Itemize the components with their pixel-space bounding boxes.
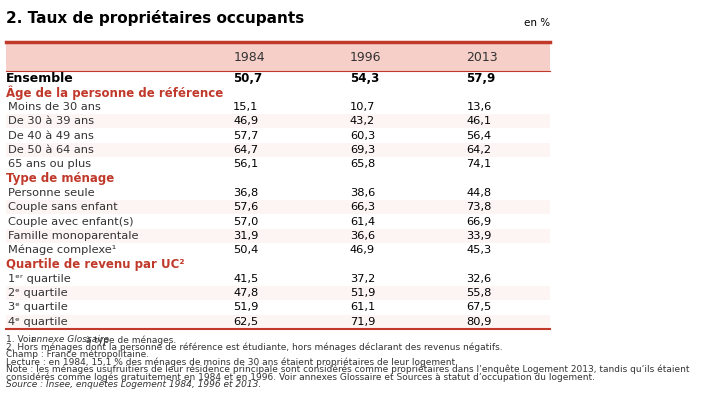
Text: Note : les ménages usufruitiers de leur résidence principale sont considérés com: Note : les ménages usufruitiers de leur … [6,365,689,374]
Text: 67,5: 67,5 [466,303,491,313]
Text: 74,1: 74,1 [466,159,491,169]
Text: en %: en % [524,18,550,28]
Text: 71,9: 71,9 [350,317,375,327]
Text: 54,3: 54,3 [350,72,379,85]
Bar [6,229,550,243]
Bar [6,143,550,157]
Text: 64,7: 64,7 [233,145,259,155]
Text: à type de ménages.: à type de ménages. [83,335,176,345]
Bar [6,272,550,286]
Text: 36,8: 36,8 [233,188,259,198]
Text: 57,6: 57,6 [233,202,259,212]
Bar [6,186,550,200]
Text: 44,8: 44,8 [466,188,491,198]
Text: 55,8: 55,8 [466,288,492,298]
Text: Famille monoparentale: Famille monoparentale [8,231,139,241]
Text: De 30 à 39 ans: De 30 à 39 ans [8,116,95,127]
Text: Âge de la personne de référence: Âge de la personne de référence [6,85,223,100]
Text: Ensemble: Ensemble [6,72,74,85]
Text: 37,2: 37,2 [350,274,375,284]
Text: De 40 à 49 ans: De 40 à 49 ans [8,131,94,141]
Text: 51,9: 51,9 [233,303,259,313]
Text: 65 ans ou plus: 65 ans ou plus [8,159,91,169]
Text: 60,3: 60,3 [350,131,375,141]
Bar [6,71,550,85]
Bar [6,44,550,71]
Text: Couple avec enfant(s): Couple avec enfant(s) [8,217,134,227]
Text: 66,9: 66,9 [466,217,491,227]
Text: 2013: 2013 [466,51,498,64]
Text: Quartile de revenu par UC²: Quartile de revenu par UC² [6,258,184,271]
Text: 46,1: 46,1 [466,116,491,127]
Bar [6,243,550,257]
Bar [6,300,550,315]
Text: 13,6: 13,6 [466,102,491,112]
Bar [6,286,550,300]
Text: Lecture : en 1984, 15,1 % des ménages de moins de 30 ans étaient propriétaires d: Lecture : en 1984, 15,1 % des ménages de… [6,357,458,367]
Text: annexe Glossaire: annexe Glossaire [32,335,109,344]
Text: 41,5: 41,5 [233,274,259,284]
Text: 1ᵉʳ quartile: 1ᵉʳ quartile [8,274,71,284]
Text: 56,1: 56,1 [233,159,259,169]
Text: 1996: 1996 [350,51,381,64]
Text: 1984: 1984 [233,51,265,64]
Text: 2ᵉ quartile: 2ᵉ quartile [8,288,68,298]
Text: 15,1: 15,1 [233,102,259,112]
Text: 57,7: 57,7 [233,131,259,141]
Text: 2. Taux de propriétaires occupants: 2. Taux de propriétaires occupants [6,10,304,26]
Text: Source : Insee, enquêtes Logement 1984, 1996 et 2013.: Source : Insee, enquêtes Logement 1984, … [6,380,261,389]
Text: 62,5: 62,5 [233,317,259,327]
Text: 64,2: 64,2 [466,145,491,155]
Text: 47,8: 47,8 [233,288,259,298]
Text: 43,2: 43,2 [350,116,375,127]
Text: Champ : France métropolitaine.: Champ : France métropolitaine. [6,350,149,360]
Text: 51,9: 51,9 [350,288,375,298]
Text: 50,4: 50,4 [233,245,259,255]
Text: 57,9: 57,9 [466,72,496,85]
Text: 73,8: 73,8 [466,202,492,212]
Text: 10,7: 10,7 [350,102,375,112]
Text: 31,9: 31,9 [233,231,259,241]
Bar [6,100,550,114]
Text: Moins de 30 ans: Moins de 30 ans [8,102,101,112]
Bar [6,200,550,215]
Text: Type de ménage: Type de ménage [6,172,114,185]
Text: 50,7: 50,7 [233,72,262,85]
Text: 46,9: 46,9 [233,116,259,127]
Text: 80,9: 80,9 [466,317,492,327]
Text: 32,6: 32,6 [466,274,491,284]
Bar [6,215,550,229]
Text: 33,9: 33,9 [466,231,492,241]
Text: 57,0: 57,0 [233,217,259,227]
Text: considérés comme logés gratuitement en 1984 et en 1996. Voir annexes Glossaire e: considérés comme logés gratuitement en 1… [6,372,594,382]
Text: 56,4: 56,4 [466,131,491,141]
Text: 65,8: 65,8 [350,159,375,169]
Bar [6,114,550,129]
Bar [6,315,550,329]
Text: Personne seule: Personne seule [8,188,95,198]
Text: 66,3: 66,3 [350,202,375,212]
Text: Couple sans enfant: Couple sans enfant [8,202,118,212]
Text: 38,6: 38,6 [350,188,375,198]
Text: 45,3: 45,3 [466,245,491,255]
Text: 3ᵉ quartile: 3ᵉ quartile [8,303,68,313]
Text: 4ᵉ quartile: 4ᵉ quartile [8,317,68,327]
Text: 61,1: 61,1 [350,303,375,313]
Bar [6,129,550,143]
Text: 36,6: 36,6 [350,231,375,241]
Text: 1. Voir: 1. Voir [6,335,37,344]
Text: 2. Hors ménages dont la personne de référence est étudiante, hors ménages déclar: 2. Hors ménages dont la personne de réfé… [6,343,502,352]
Bar [6,157,550,171]
Text: 46,9: 46,9 [350,245,375,255]
Text: 61,4: 61,4 [350,217,375,227]
Text: Ménage complexe¹: Ménage complexe¹ [8,245,116,256]
Text: 69,3: 69,3 [350,145,375,155]
Text: De 50 à 64 ans: De 50 à 64 ans [8,145,94,155]
